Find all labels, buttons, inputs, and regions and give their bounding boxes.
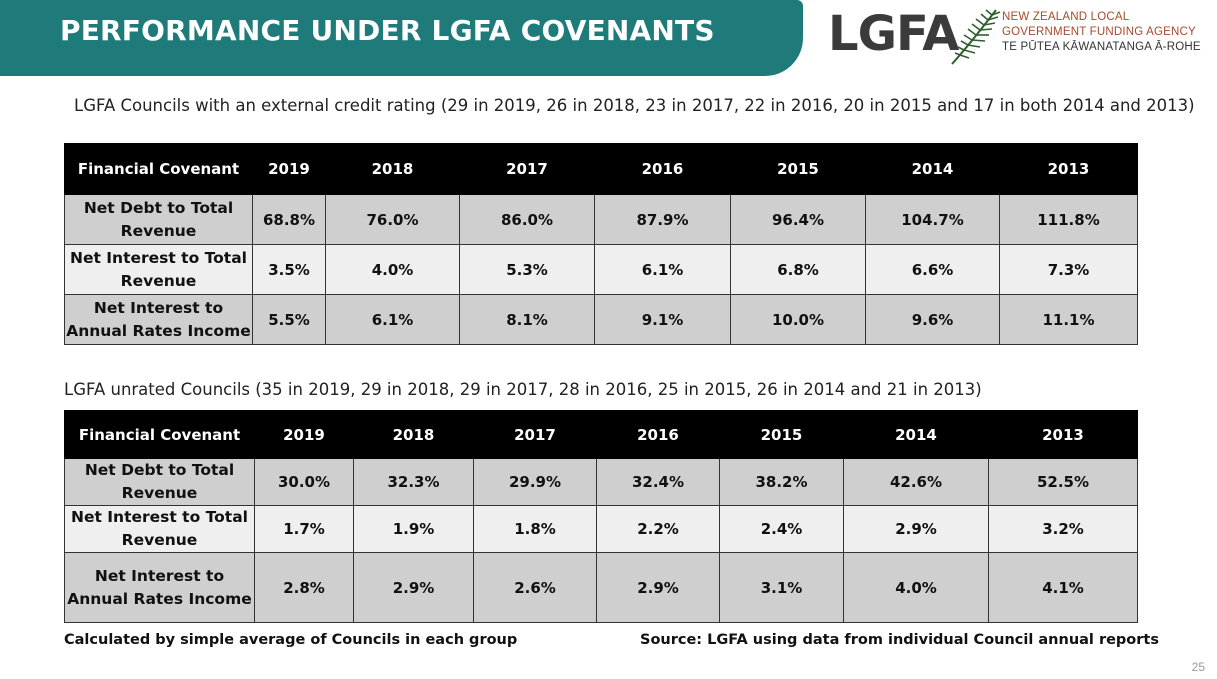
table-cell: 2.4%: [719, 505, 844, 553]
table-cell: 6.8%: [730, 244, 866, 295]
table-cell: 4.0%: [843, 552, 989, 623]
row-label: Net Interest to Annual Rates Income: [64, 294, 253, 345]
table-cell: 6.6%: [865, 244, 1000, 295]
logo-line-1: NEW ZEALAND LOCAL: [1002, 11, 1130, 23]
row-label: Net Interest to Total Revenue: [64, 244, 253, 295]
unrated-covenants-table: Financial Covenant 2019 2018 2017 2016 2…: [64, 410, 1138, 623]
source-note: Source: LGFA using data from individual …: [640, 632, 1159, 648]
table-cell: 2.9%: [596, 552, 720, 623]
table-cell: 87.9%: [594, 194, 731, 245]
row-label: Net Debt to Total Revenue: [64, 458, 255, 506]
page-number: 25: [1191, 660, 1205, 674]
table-cell: 68.8%: [252, 194, 326, 245]
column-header: 2013: [999, 143, 1138, 195]
table-header-row: Financial Covenant 2019 2018 2017 2016 2…: [64, 410, 1138, 459]
fern-icon: [951, 9, 1001, 65]
lgfa-logo: LGFA NEW ZEALAND LOCAL GOVERNMENT FUNDIN…: [828, 6, 1208, 70]
column-header: 2014: [865, 143, 1000, 195]
page-title: PERFORMANCE UNDER LGFA COVENANTS: [60, 14, 715, 47]
table-cell: 111.8%: [999, 194, 1138, 245]
table-cell: 9.6%: [865, 294, 1000, 345]
logo-line-2: GOVERNMENT FUNDING AGENCY: [1002, 26, 1196, 38]
row-label: Net Interest to Annual Rates Income: [64, 552, 255, 623]
table-cell: 1.7%: [254, 505, 354, 553]
column-header: Financial Covenant: [64, 410, 255, 459]
row-label: Net Debt to Total Revenue: [64, 194, 253, 245]
row-label: Net Interest to Total Revenue: [64, 505, 255, 553]
table-cell: 29.9%: [473, 458, 597, 506]
column-header: 2018: [353, 410, 474, 459]
unrated-councils-caption: LGFA unrated Councils (35 in 2019, 29 in…: [64, 380, 982, 399]
table-row: Net Debt to Total Revenue 68.8% 76.0% 86…: [64, 194, 1138, 245]
column-header: 2018: [325, 143, 460, 195]
column-header: 2015: [730, 143, 866, 195]
column-header: 2014: [843, 410, 989, 459]
table-cell: 5.3%: [459, 244, 595, 295]
table-cell: 2.9%: [843, 505, 989, 553]
table-cell: 10.0%: [730, 294, 866, 345]
column-header: 2019: [252, 143, 326, 195]
table-cell: 30.0%: [254, 458, 354, 506]
table-cell: 4.0%: [325, 244, 460, 295]
table-cell: 38.2%: [719, 458, 844, 506]
calculation-note: Calculated by simple average of Councils…: [64, 632, 518, 648]
table-cell: 7.3%: [999, 244, 1138, 295]
table-cell: 3.1%: [719, 552, 844, 623]
table-cell: 32.3%: [353, 458, 474, 506]
rated-covenants-table: Financial Covenant 2019 2018 2017 2016 2…: [64, 143, 1138, 345]
column-header: 2017: [459, 143, 595, 195]
logo-wordmark: LGFA: [828, 6, 959, 62]
table-row: Net Debt to Total Revenue 30.0% 32.3% 29…: [64, 458, 1138, 506]
table-cell: 3.2%: [988, 505, 1138, 553]
column-header: 2013: [988, 410, 1138, 459]
table-cell: 11.1%: [999, 294, 1138, 345]
table-cell: 1.9%: [353, 505, 474, 553]
table-cell: 104.7%: [865, 194, 1000, 245]
column-header: 2016: [594, 143, 731, 195]
table-row: Net Interest to Total Revenue 3.5% 4.0% …: [64, 244, 1138, 295]
table-cell: 1.8%: [473, 505, 597, 553]
rated-councils-caption: LGFA Councils with an external credit ra…: [74, 96, 1195, 115]
table-cell: 76.0%: [325, 194, 460, 245]
table-cell: 2.2%: [596, 505, 720, 553]
table-row: Net Interest to Total Revenue 1.7% 1.9% …: [64, 505, 1138, 553]
table-cell: 9.1%: [594, 294, 731, 345]
table-cell: 4.1%: [988, 552, 1138, 623]
table-cell: 52.5%: [988, 458, 1138, 506]
table-cell: 86.0%: [459, 194, 595, 245]
table-cell: 2.8%: [254, 552, 354, 623]
table-cell: 6.1%: [325, 294, 460, 345]
table-cell: 3.5%: [252, 244, 326, 295]
table-cell: 8.1%: [459, 294, 595, 345]
column-header: 2015: [719, 410, 844, 459]
table-header-row: Financial Covenant 2019 2018 2017 2016 2…: [64, 143, 1138, 195]
column-header: Financial Covenant: [64, 143, 253, 195]
table-cell: 96.4%: [730, 194, 866, 245]
table-cell: 42.6%: [843, 458, 989, 506]
logo-line-3: TE PŪTEA KĀWANATANGA Ā-ROHE: [1002, 41, 1201, 53]
column-header: 2019: [254, 410, 354, 459]
table-row: Net Interest to Annual Rates Income 2.8%…: [64, 552, 1138, 623]
table-cell: 5.5%: [252, 294, 326, 345]
table-row: Net Interest to Annual Rates Income 5.5%…: [64, 294, 1138, 345]
table-cell: 6.1%: [594, 244, 731, 295]
column-header: 2016: [596, 410, 720, 459]
table-cell: 2.6%: [473, 552, 597, 623]
column-header: 2017: [473, 410, 597, 459]
table-cell: 32.4%: [596, 458, 720, 506]
logo-text: NEW ZEALAND LOCAL GOVERNMENT FUNDING AGE…: [1002, 10, 1201, 55]
header-band: [0, 0, 803, 76]
table-cell: 2.9%: [353, 552, 474, 623]
